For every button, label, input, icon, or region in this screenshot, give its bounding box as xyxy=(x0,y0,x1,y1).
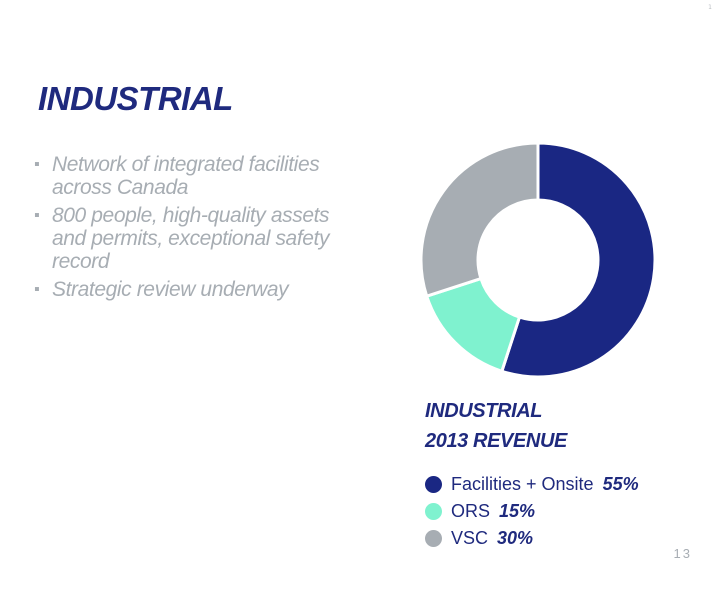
legend-value: 55% xyxy=(602,474,639,494)
bullet-marker: ▪ xyxy=(34,156,40,173)
bullet-item: ▪ Strategic review underway xyxy=(32,278,362,301)
legend-item: ORS 15% xyxy=(425,498,639,525)
bullet-text: 800 people, high-quality assets and perm… xyxy=(52,204,330,273)
legend-label: VSC xyxy=(451,528,489,548)
corner-mark: 1 xyxy=(708,4,712,11)
chart-title-line: 2013 REVENUE xyxy=(425,430,567,452)
chart-legend: Facilities + Onsite 55% ORS 15% VSC 30% xyxy=(425,471,639,552)
legend-label: ORS xyxy=(451,501,491,521)
slide-title: INDUSTRIAL xyxy=(38,80,233,117)
bullet-marker: ▪ xyxy=(34,281,40,298)
legend-value: 15% xyxy=(499,501,536,521)
legend-label: Facilities + Onsite xyxy=(451,474,594,494)
bullet-item: ▪ 800 people, high-quality assets and pe… xyxy=(32,204,362,273)
legend-swatch xyxy=(425,476,442,493)
bullet-list: ▪ Network of integrated facilities acros… xyxy=(32,153,362,306)
legend-item: VSC 30% xyxy=(425,525,639,552)
donut-slice-facilities-onsite xyxy=(499,141,657,379)
legend-item: Facilities + Onsite 55% xyxy=(425,471,639,498)
page-number: 13 xyxy=(673,546,692,561)
donut-chart-svg xyxy=(419,141,657,379)
bullet-text: Strategic review underway xyxy=(52,278,289,301)
legend-swatch xyxy=(425,503,442,520)
chart-title: INDUSTRIAL 2013 REVENUE xyxy=(425,396,675,456)
legend-swatch xyxy=(425,530,442,547)
chart-title-line: INDUSTRIAL xyxy=(425,400,543,422)
donut-chart xyxy=(412,134,664,386)
bullet-item: ▪ Network of integrated facilities acros… xyxy=(32,153,362,199)
legend-value: 30% xyxy=(497,528,534,548)
bullet-text: Network of integrated facilities across … xyxy=(52,153,320,199)
donut-slice-vsc xyxy=(419,141,540,299)
bullet-marker: ▪ xyxy=(34,207,40,224)
